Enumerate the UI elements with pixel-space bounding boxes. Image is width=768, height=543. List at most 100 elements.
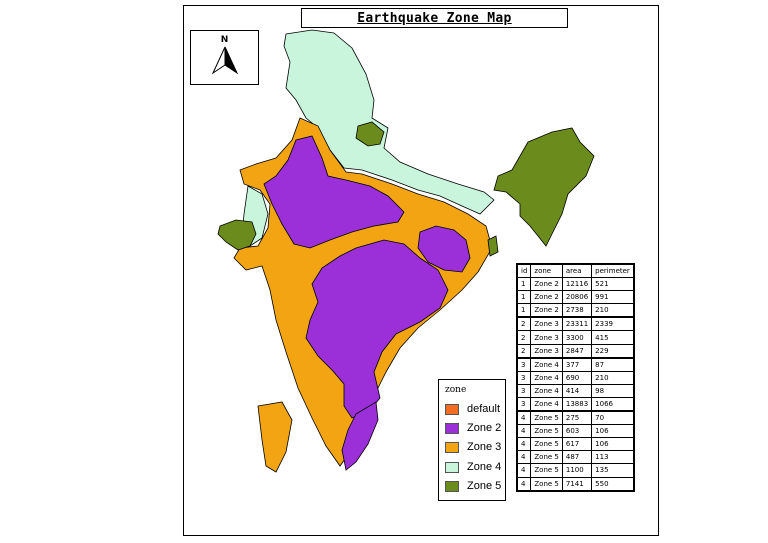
table-row: 2 Zone 3 23311 2339: [516, 316, 635, 332]
legend-item-zone-3: Zone 3: [445, 440, 501, 454]
cell-id: 4: [516, 424, 532, 439]
table-row: 4 Zone 5 275 70: [516, 410, 635, 426]
cell-area: 23311: [561, 316, 593, 332]
legend-item-zone-4: Zone 4: [445, 460, 501, 474]
map-title-box: Earthquake Zone Map: [301, 8, 568, 28]
zone4-north-region: [283, 29, 495, 215]
legend-item-zone-2: Zone 2: [445, 421, 501, 435]
column-header-id: id: [516, 263, 532, 279]
column-header-area: area: [561, 263, 593, 279]
column-header-perimeter: perimeter: [591, 263, 635, 279]
cell-area: 690: [561, 370, 593, 385]
table-row: 4 Zone 5 617 106: [516, 437, 635, 452]
north-label: N: [220, 35, 229, 45]
cell-id: 1: [516, 290, 532, 305]
legend-label: Zone 3: [467, 441, 502, 453]
zone2-northwest-region: [263, 135, 405, 249]
cell-zone: Zone 4: [530, 370, 563, 385]
table-row: 4 Zone 5 1100 135: [516, 463, 635, 478]
cell-id: 4: [516, 437, 532, 452]
cell-perimeter: 106: [591, 437, 635, 452]
cell-zone: Zone 5: [530, 476, 563, 492]
table-header-row: id zone area perimeter: [516, 263, 635, 279]
cell-area: 7141: [561, 476, 593, 492]
table-row: 3 Zone 4 414 98: [516, 383, 635, 398]
cell-area: 414: [561, 383, 593, 398]
cell-id: 1: [516, 277, 532, 292]
legend-title: zone: [445, 385, 467, 395]
legend-item-zone-5: Zone 5: [445, 479, 501, 493]
cell-id: 3: [516, 383, 532, 398]
cell-id: 4: [516, 450, 532, 465]
cell-area: 1100: [561, 463, 593, 478]
cell-perimeter: 991: [591, 290, 635, 305]
legend-swatch: [445, 480, 459, 492]
cell-area: 20806: [561, 290, 593, 305]
cell-id: 4: [516, 410, 532, 426]
legend-label: Zone 2: [467, 422, 502, 434]
cell-perimeter: 521: [591, 277, 635, 292]
table-row: 1 Zone 2 12116 521: [516, 277, 635, 292]
cell-id: 2: [516, 330, 532, 345]
north-arrow-box: N: [190, 30, 259, 85]
cell-zone: Zone 5: [530, 424, 563, 439]
cell-id: 2: [516, 316, 532, 332]
cell-zone: Zone 4: [530, 383, 563, 398]
table-row: 1 Zone 2 2738 210: [516, 303, 635, 318]
cell-perimeter: 210: [591, 303, 635, 318]
cell-id: 4: [516, 476, 532, 492]
cell-id: 3: [516, 370, 532, 385]
cell-id: 1: [516, 303, 532, 318]
zone5-northeast-region: [493, 127, 595, 247]
cell-zone: Zone 4: [530, 356, 563, 372]
cell-perimeter: 2339: [591, 316, 635, 332]
cell-zone: Zone 5: [530, 463, 563, 478]
cell-perimeter: 135: [591, 463, 635, 478]
map-legend: zone default Zone 2 Zone 3 Zone 4 Zone 5: [438, 379, 506, 501]
zone5-east-fragment: [487, 235, 499, 257]
table-row: 2 Zone 3 2847 229: [516, 343, 635, 359]
cell-perimeter: 87: [591, 356, 635, 372]
legend-swatch: [445, 422, 459, 434]
zone2-east-region: [417, 225, 471, 273]
cell-area: 377: [561, 356, 593, 372]
cell-zone: Zone 5: [530, 450, 563, 465]
legend-swatch: [445, 403, 459, 415]
table-row: 3 Zone 4 13883 1066: [516, 396, 635, 412]
table-body: 1 Zone 2 12116 521 1 Zone 2 20806 991 1 Zone 2 273…: [516, 277, 635, 492]
cell-zone: Zone 3: [530, 330, 563, 345]
cell-area: 2847: [561, 343, 593, 359]
table-row: 4 Zone 5 603 106: [516, 424, 635, 439]
cell-id: 3: [516, 356, 532, 372]
cell-perimeter: 113: [591, 450, 635, 465]
cell-zone: Zone 5: [530, 410, 563, 426]
cell-perimeter: 1066: [591, 396, 635, 412]
cell-perimeter: 106: [591, 424, 635, 439]
table-row: 3 Zone 4 377 87: [516, 356, 635, 372]
cell-area: 275: [561, 410, 593, 426]
cell-zone: Zone 5: [530, 437, 563, 452]
cell-zone: Zone 4: [530, 396, 563, 412]
column-header-zone: zone: [530, 263, 563, 279]
cell-id: 4: [516, 463, 532, 478]
legend-item-default: default: [445, 402, 500, 416]
north-arrow-icon: [211, 46, 239, 75]
attribute-table: id zone area perimeter 1 Zone 2 12116 521 1 Z…: [516, 263, 635, 492]
cell-area: 13883: [561, 396, 593, 412]
cell-zone: Zone 2: [530, 277, 563, 292]
map-title: Earthquake Zone Map: [357, 10, 512, 26]
table-row: 2 Zone 3 3300 415: [516, 330, 635, 345]
legend-swatch: [445, 441, 459, 453]
cell-perimeter: 415: [591, 330, 635, 345]
cell-perimeter: 98: [591, 383, 635, 398]
cell-id: 3: [516, 396, 532, 412]
legend-swatch: [445, 461, 459, 473]
cell-area: 487: [561, 450, 593, 465]
table-row: 4 Zone 5 487 113: [516, 450, 635, 465]
cell-area: 617: [561, 437, 593, 452]
cell-perimeter: 550: [591, 476, 635, 492]
zone5-kutch-region: [217, 219, 257, 251]
cell-area: 2738: [561, 303, 593, 318]
zone5-himalaya-patch: [355, 121, 385, 147]
